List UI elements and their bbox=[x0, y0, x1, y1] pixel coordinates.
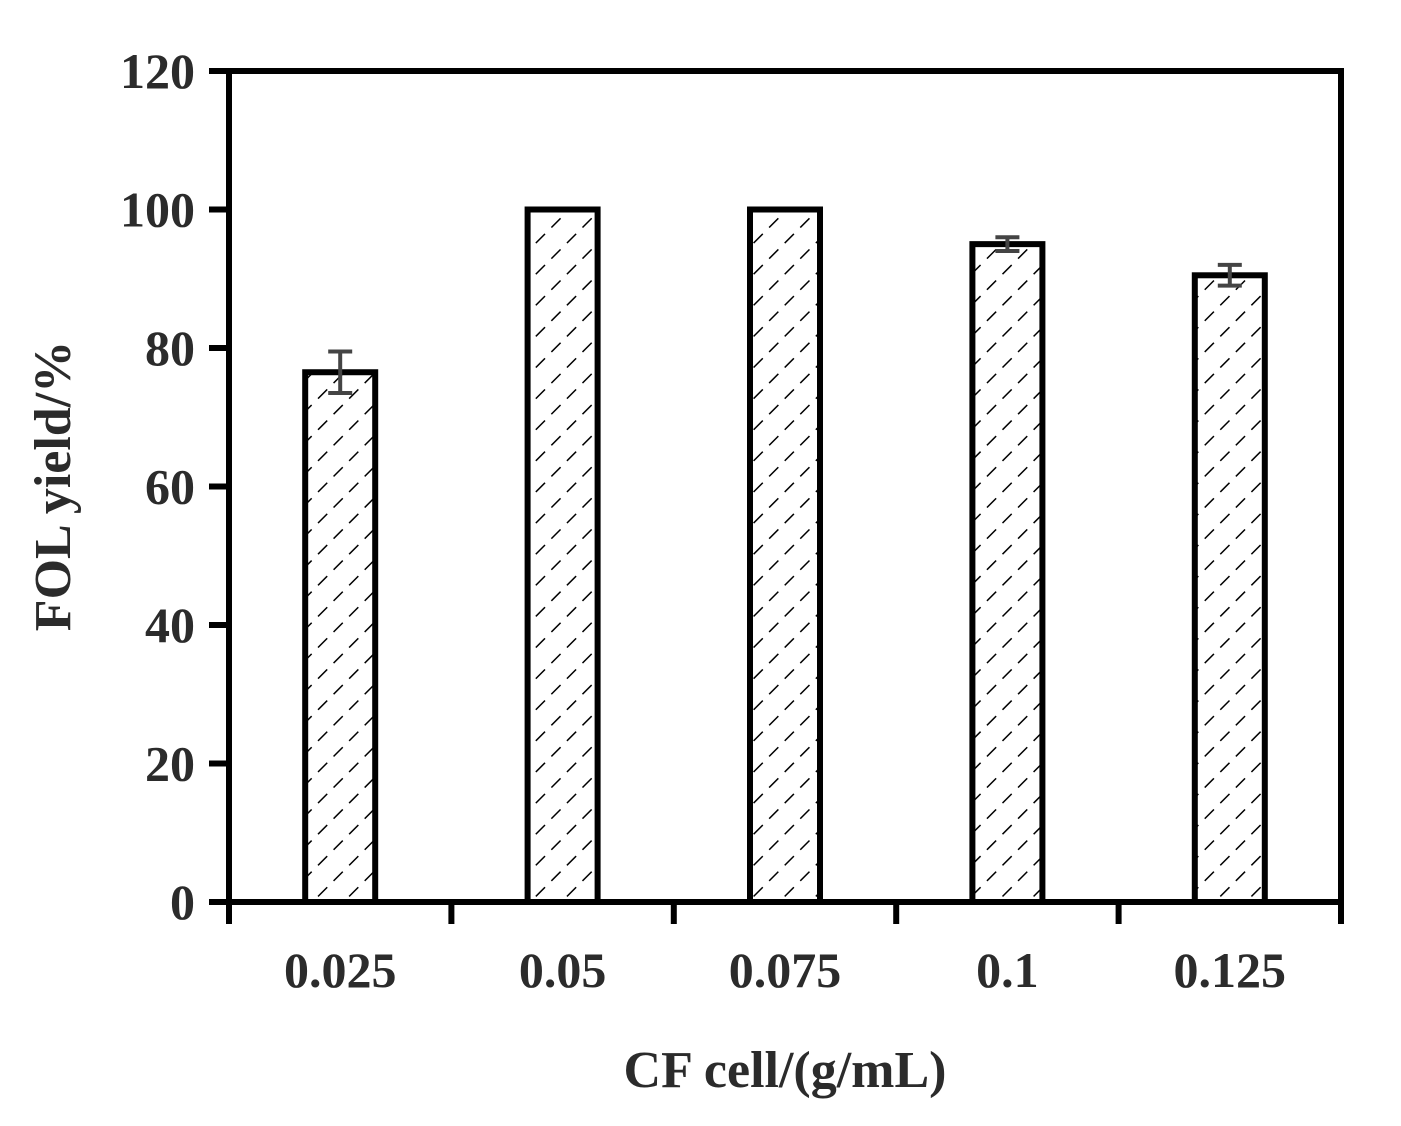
y-tick-label-40: 40 bbox=[145, 597, 195, 653]
x-tick-label-0.075: 0.075 bbox=[729, 942, 842, 998]
x-tick-label-0.025: 0.025 bbox=[284, 942, 397, 998]
y-axis: 0 20 40 60 80 100 120 bbox=[120, 43, 229, 930]
bar-0.075 bbox=[747, 206, 823, 905]
bars-layer bbox=[302, 206, 1268, 906]
y-tick-label-120: 120 bbox=[120, 43, 195, 99]
bar-0.05 bbox=[524, 206, 601, 905]
y-tick-label-60: 60 bbox=[145, 459, 195, 515]
y-tick-label-80: 80 bbox=[145, 320, 195, 376]
y-tick-label-100: 100 bbox=[120, 182, 195, 238]
error-bars-layer bbox=[328, 235, 1242, 396]
y-tick-label-20: 20 bbox=[145, 736, 195, 792]
x-tick-label-0.1: 0.1 bbox=[976, 942, 1039, 998]
error-bar-0.125 bbox=[1217, 262, 1242, 288]
bar-0.125 bbox=[1191, 272, 1268, 906]
error-bar-0.025 bbox=[328, 349, 353, 396]
bar-0.1 bbox=[969, 241, 1046, 905]
x-tick-label-0.125: 0.125 bbox=[1174, 942, 1287, 998]
y-axis-title: FOL yield/% bbox=[25, 341, 82, 631]
bar-0.025 bbox=[302, 369, 379, 905]
x-axis-title: CF cell/(g/mL) bbox=[624, 1042, 947, 1099]
error-bar-0.1 bbox=[995, 235, 1020, 254]
x-axis: 0.025 0.05 0.075 0.1 0.125 bbox=[226, 902, 1344, 998]
y-tick-label-0: 0 bbox=[170, 874, 195, 930]
x-tick-label-0.05: 0.05 bbox=[519, 942, 607, 998]
